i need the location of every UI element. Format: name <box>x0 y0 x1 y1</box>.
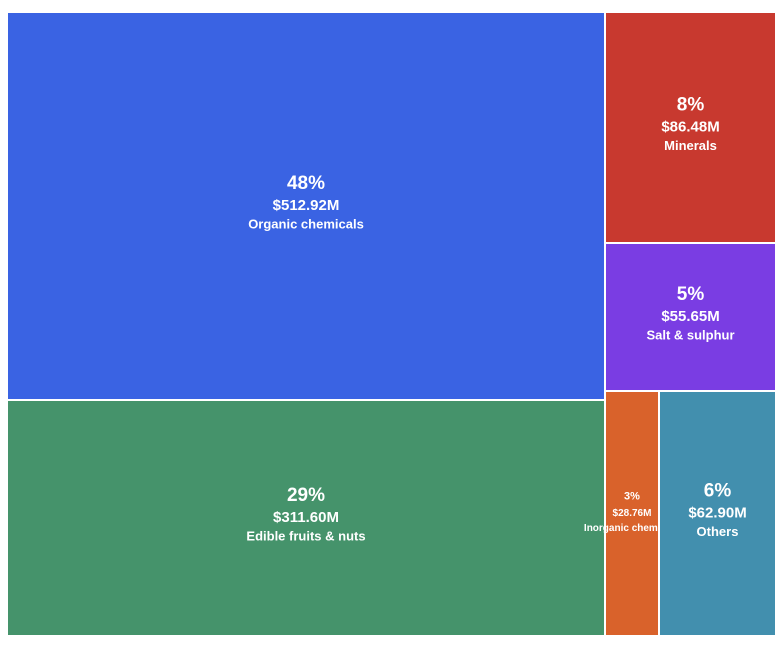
share-label: 8% <box>677 95 705 116</box>
tile-rect <box>8 401 604 635</box>
share-label: 48% <box>287 173 325 194</box>
value-label: $62.90M <box>688 504 746 521</box>
share-label: 5% <box>677 284 705 305</box>
value-label: $28.76M <box>613 508 652 519</box>
tile-rect <box>606 392 658 635</box>
share-label: 29% <box>287 485 325 506</box>
tile-rect <box>606 13 775 242</box>
tile: 29% $311.60M Edible fruits & nuts <box>8 401 604 635</box>
category-label: Edible fruits & nuts <box>246 528 365 543</box>
tile-rect <box>606 244 775 390</box>
value-label: $86.48M <box>661 118 719 135</box>
value-label: $55.65M <box>661 308 719 325</box>
category-label: Minerals <box>664 138 717 153</box>
share-label: 3% <box>624 490 640 502</box>
tile-labels: 5% $55.65M Salt & sulphur <box>646 284 734 342</box>
tile-labels: 48% $512.92M Organic chemicals <box>248 173 364 231</box>
tile: 5% $55.65M Salt & sulphur <box>606 244 775 390</box>
tile: 8% $86.48M Minerals <box>606 13 775 242</box>
category-label: Inorganic chemicals <box>584 523 681 534</box>
share-label: 6% <box>704 481 732 502</box>
tile-labels: 6% $62.90M Others <box>688 481 746 539</box>
value-label: $512.92M <box>273 197 340 214</box>
tile-labels: 3% $28.76M Inorganic chemicals <box>584 490 681 534</box>
tile-rect <box>660 392 775 635</box>
tile: 48% $512.92M Organic chemicals <box>8 13 604 399</box>
tile-labels: 8% $86.48M Minerals <box>661 95 719 153</box>
tile: 6% $62.90M Others <box>660 392 775 635</box>
tile-rect <box>8 13 604 399</box>
category-label: Organic chemicals <box>248 216 364 231</box>
tile: 3% $28.76M Inorganic chemicals <box>584 392 681 635</box>
category-label: Others <box>697 524 739 539</box>
tile-labels: 29% $311.60M Edible fruits & nuts <box>246 485 365 543</box>
value-label: $311.60M <box>273 509 339 526</box>
category-label: Salt & sulphur <box>646 327 734 342</box>
